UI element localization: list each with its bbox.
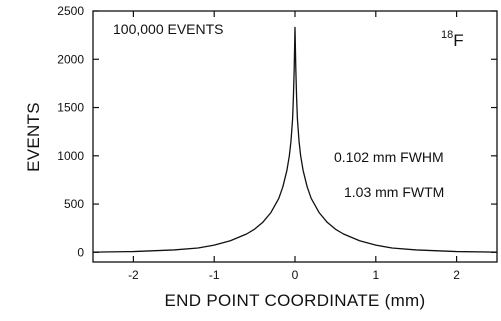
annotation-fwtm: 1.03 mm FWTM xyxy=(344,184,444,200)
annotation-events: 100,000 EVENTS xyxy=(113,21,224,37)
isotope-symbol: F xyxy=(453,31,463,50)
y-tick-label: 2000 xyxy=(57,52,84,66)
x-tick-label: 2 xyxy=(453,268,460,282)
y-tick-label: 2500 xyxy=(57,4,84,18)
tick-labels: -2 -1 0 1 2 0 500 1000 1500 2000 2500 xyxy=(57,4,460,282)
x-tick-label: -2 xyxy=(128,268,139,282)
x-tick-label: 1 xyxy=(372,268,379,282)
series-line xyxy=(92,26,498,253)
y-tick-label: 1500 xyxy=(57,101,84,115)
isotope-mass: 18 xyxy=(441,29,453,41)
y-axis-title: EVENTS xyxy=(24,102,43,172)
x-axis-title: END POINT COORDINATE (mm) xyxy=(165,291,426,310)
x-tick-label: -1 xyxy=(209,268,220,282)
x-tick-label: 0 xyxy=(292,268,299,282)
annotation-isotope: 18F xyxy=(441,29,464,50)
y-tick-label: 500 xyxy=(64,197,84,211)
y-tick-label: 1000 xyxy=(57,149,84,163)
y-tick-label: 0 xyxy=(77,245,84,259)
annotation-fwhm: 0.102 mm FWHM xyxy=(334,149,444,165)
